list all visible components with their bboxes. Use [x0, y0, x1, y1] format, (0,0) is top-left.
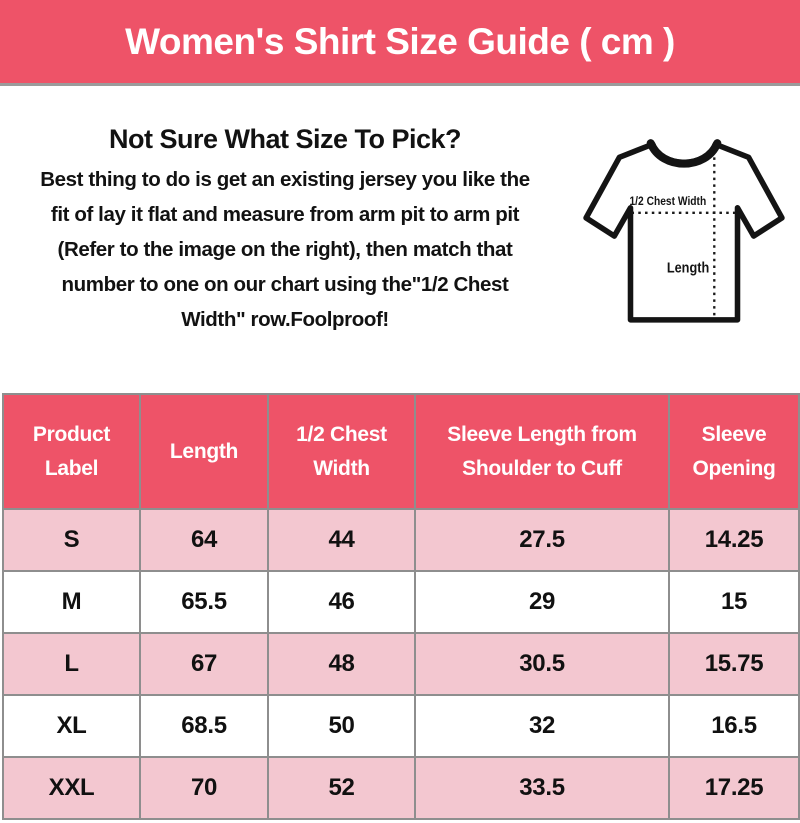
intro-heading: Not Sure What Size To Pick?: [108, 124, 462, 154]
col-header-sleeve-opening: Sleeve Opening: [668, 393, 800, 510]
size-table: Product Label Length 1/2 Chest Width Sle…: [2, 393, 800, 820]
cell-chest-width: 48: [267, 632, 416, 696]
tshirt-diagram: 1/2 Chest Width Length: [570, 86, 800, 393]
tshirt-icon: 1/2 Chest Width Length: [583, 139, 785, 323]
cell-sleeve-opening: 16.5: [668, 694, 800, 758]
cell-size-label: XL: [2, 694, 141, 758]
table-row-s: S 64 44 27.5 14.25: [2, 508, 800, 572]
table-row-xxl: XXL 70 52 33.5 17.25: [2, 756, 800, 820]
col-header-chest-width: 1/2 Chest Width: [267, 393, 416, 510]
size-table-header: Product Label Length 1/2 Chest Width Sle…: [2, 393, 800, 510]
cell-length: 65.5: [139, 570, 269, 634]
table-row-l: L 67 48 30.5 15.75: [2, 632, 800, 696]
cell-chest-width: 44: [267, 508, 416, 572]
intro-section: Not Sure What Size To Pick? Best thing t…: [0, 86, 800, 393]
cell-sleeve-opening: 15.75: [668, 632, 800, 696]
intro-text-block: Not Sure What Size To Pick? Best thing t…: [0, 86, 570, 393]
cell-chest-width: 46: [267, 570, 416, 634]
cell-chest-width: 52: [267, 756, 416, 820]
intro-body-text: Best thing to do is get an existing jers…: [40, 168, 530, 331]
cell-sleeve-length: 27.5: [414, 508, 670, 572]
length-label: Length: [667, 260, 709, 276]
title-banner: Women's Shirt Size Guide ( cm ): [0, 0, 800, 86]
table-row-xl: XL 68.5 50 32 16.5: [2, 694, 800, 758]
cell-size-label: M: [2, 570, 141, 634]
col-header-product-label: Product Label: [2, 393, 141, 510]
collar-line: [646, 139, 722, 168]
col-header-sleeve-length: Sleeve Length from Shoulder to Cuff: [414, 393, 670, 510]
header-row: Product Label Length 1/2 Chest Width Sle…: [2, 393, 800, 510]
page-title: Women's Shirt Size Guide ( cm ): [125, 20, 675, 62]
cell-sleeve-length: 30.5: [414, 632, 670, 696]
cell-length: 68.5: [139, 694, 269, 758]
cell-sleeve-opening: 14.25: [668, 508, 800, 572]
table-row-m: M 65.5 46 29 15: [2, 570, 800, 634]
cell-sleeve-opening: 15: [668, 570, 800, 634]
cell-sleeve-length: 33.5: [414, 756, 670, 820]
tshirt-outline: [583, 141, 785, 323]
chest-width-label: 1/2 Chest Width: [629, 195, 706, 208]
cell-length: 67: [139, 632, 269, 696]
cell-length: 64: [139, 508, 269, 572]
cell-size-label: S: [2, 508, 141, 572]
cell-sleeve-length: 32: [414, 694, 670, 758]
cell-size-label: L: [2, 632, 141, 696]
cell-chest-width: 50: [267, 694, 416, 758]
size-table-body: S 64 44 27.5 14.25 M 65.5 46 29 15 L 67 …: [2, 508, 800, 820]
cell-sleeve-opening: 17.25: [668, 756, 800, 820]
cell-sleeve-length: 29: [414, 570, 670, 634]
col-header-length: Length: [139, 393, 269, 510]
cell-size-label: XXL: [2, 756, 141, 820]
cell-length: 70: [139, 756, 269, 820]
